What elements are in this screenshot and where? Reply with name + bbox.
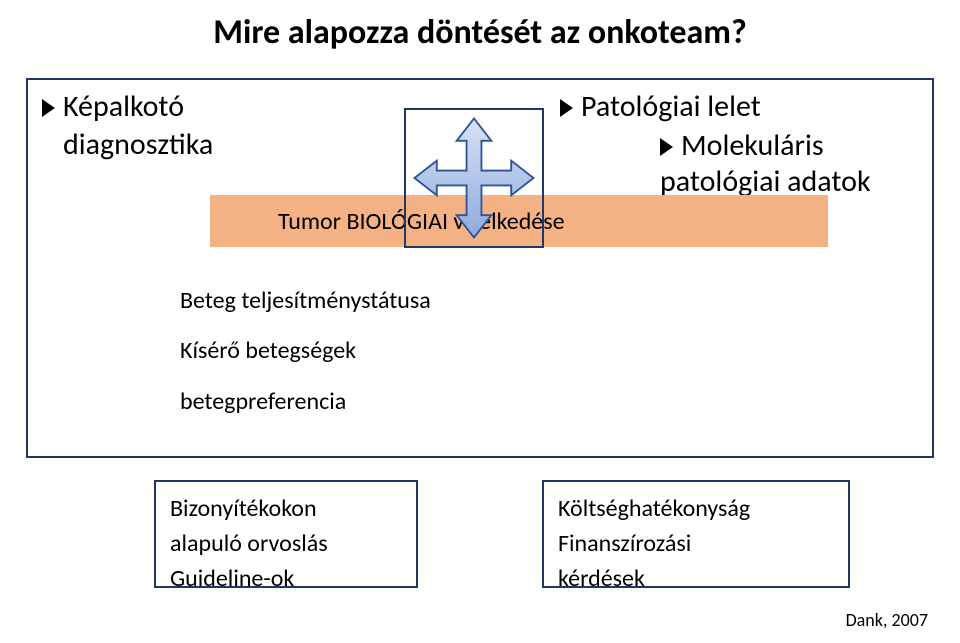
list-item: Kísérő betegségek: [180, 326, 431, 376]
cost-line2: Finanszírozási: [558, 527, 834, 562]
cost-line1: Költséghatékonyság: [558, 492, 834, 527]
triangle-right-icon: [560, 99, 573, 117]
page-title: Mire alapozza döntését az onkoteam?: [0, 12, 960, 53]
patient-factors-list: Beteg teljesítménystátusa Kísérő betegsé…: [180, 276, 431, 427]
triangle-right-icon: [42, 99, 55, 117]
triangle-right-icon: [660, 138, 673, 156]
evidence-line2: alapuló orvoslás: [170, 527, 402, 562]
evidence-line1: Bizonyítékokon: [170, 492, 402, 527]
left-item-line1: Képalkotó: [63, 88, 184, 125]
four-way-arrow-icon: [412, 116, 536, 240]
left-item-line2: diagnosztika: [63, 126, 213, 164]
sub-right-line1: Molekuláris: [681, 127, 824, 164]
cost-box: Költséghatékonyság Finanszírozási kérdés…: [542, 480, 850, 588]
right-item-text: Patológiai lelet: [581, 88, 761, 125]
right-bullet-group: Patológiai lelet: [560, 88, 761, 126]
sub-right-bullet-group: Molekuláris patológiai adatok: [660, 128, 871, 200]
evidence-line3: Guideline-ok: [170, 562, 402, 597]
cost-line3: kérdések: [558, 562, 834, 597]
list-item: betegpreferencia: [180, 377, 431, 427]
left-bullet-group: Képalkotó diagnosztika: [42, 88, 213, 163]
citation: Dank, 2007: [846, 609, 928, 631]
list-item: Beteg teljesítménystátusa: [180, 276, 431, 326]
evidence-box: Bizonyítékokon alapuló orvoslás Guidelin…: [154, 480, 418, 588]
